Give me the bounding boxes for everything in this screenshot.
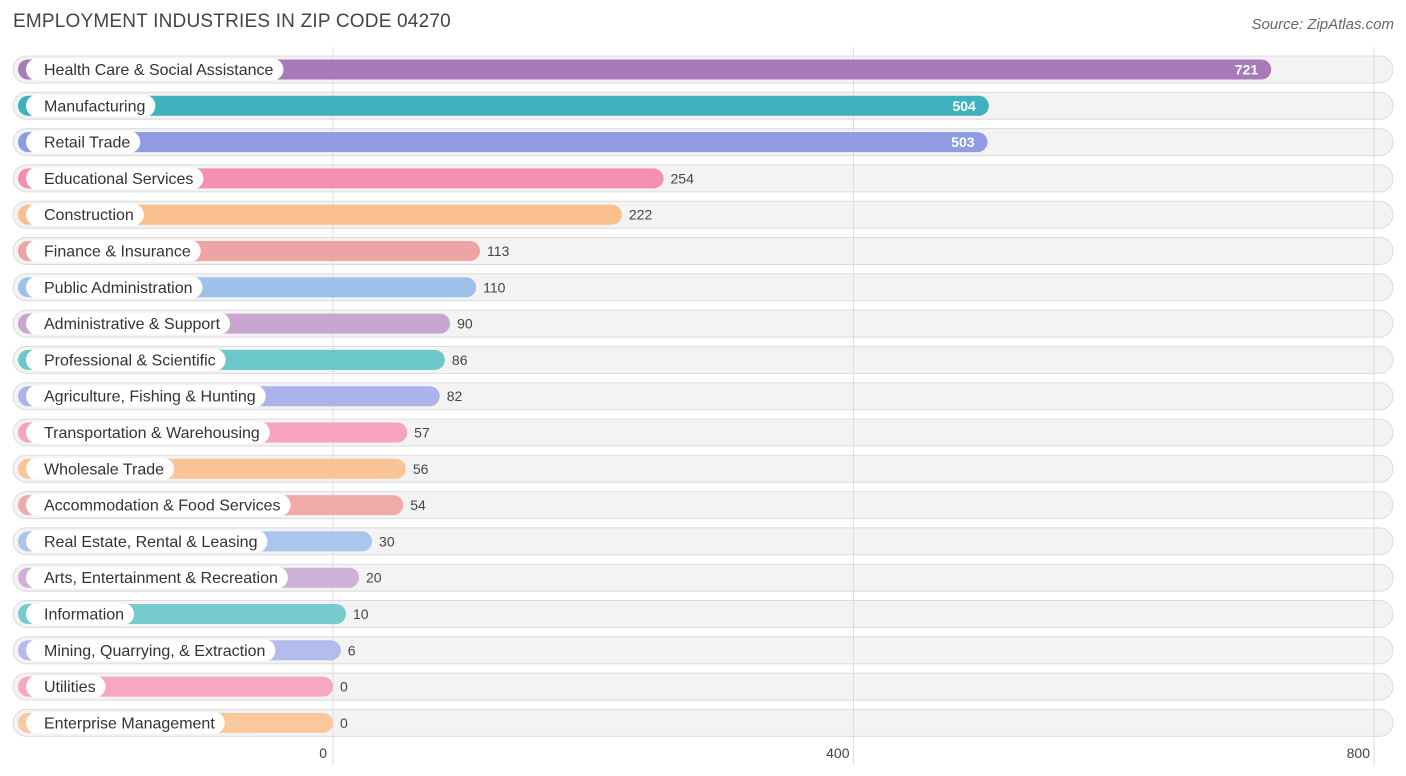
category-label: Public Administration (44, 280, 193, 297)
category-label-pill (26, 530, 268, 553)
row-background (12, 600, 1394, 628)
category-label: Construction (44, 207, 134, 224)
value-label: 113 (487, 243, 510, 259)
value-label: 56 (413, 461, 429, 477)
chart-title: EMPLOYMENT INDUSTRIES IN ZIP CODE 04270 (13, 11, 451, 32)
category-label-pill (26, 203, 144, 226)
value-label: 0 (340, 715, 348, 731)
category-label-pill (26, 167, 204, 190)
value-label: 6 (348, 642, 356, 658)
category-label-pill (26, 675, 106, 698)
value-label: 90 (457, 316, 473, 332)
category-label: Accommodation & Food Services (44, 498, 281, 515)
category-label-pill (26, 240, 201, 262)
value-label: 0 (340, 679, 348, 695)
value-label: 110 (483, 279, 506, 295)
value-label: 86 (452, 352, 468, 368)
category-label: Wholesale Trade (44, 461, 164, 478)
category-label-pill (26, 276, 203, 299)
category-label-pill (26, 94, 156, 117)
value-label: 503 (951, 134, 975, 150)
category-label: Professional & Scientific (44, 352, 216, 369)
category-label: Mining, Quarrying, & Extraction (44, 643, 265, 660)
tick-label: 800 (1347, 745, 1371, 761)
category-label-pill (26, 566, 288, 589)
category-label: Enterprise Management (44, 715, 215, 732)
tick-label: 400 (826, 745, 850, 761)
category-label: Utilities (44, 679, 96, 696)
row-background (12, 708, 1394, 737)
category-label-pill (26, 639, 276, 662)
category-label: Transportation & Warehousing (44, 425, 260, 442)
category-label: Arts, Entertainment & Recreation (44, 570, 278, 587)
value-label: 54 (410, 497, 426, 513)
category-label-pill (26, 348, 226, 371)
category-label: Health Care & Social Assistance (44, 62, 274, 79)
row-background (12, 672, 1394, 701)
category-label-pill (26, 385, 266, 408)
category-label-pill (26, 494, 291, 517)
category-label-pill (26, 457, 175, 480)
chart-source: Source: ZipAtlas.com (1251, 16, 1394, 33)
category-label: Manufacturing (44, 98, 145, 115)
category-label: Finance & Insurance (44, 244, 191, 261)
value-label: 504 (952, 98, 976, 114)
bar (18, 204, 622, 225)
category-label-pill (26, 312, 231, 335)
category-label-pill (26, 421, 270, 444)
value-label: 254 (671, 170, 695, 186)
category-label-pill (26, 58, 284, 81)
value-label: 57 (414, 425, 430, 441)
value-label: 10 (353, 606, 369, 622)
value-label: 82 (447, 388, 463, 404)
row-background (12, 636, 1394, 665)
category-label: Educational Services (44, 171, 193, 188)
tick-label: 0 (319, 745, 327, 761)
category-label-pill (26, 603, 135, 625)
category-label: Real Estate, Rental & Leasing (44, 534, 257, 551)
value-label: 20 (366, 570, 382, 586)
value-label: 30 (379, 533, 395, 549)
bar (18, 95, 989, 116)
value-label: 222 (629, 207, 653, 223)
category-label: Retail Trade (44, 135, 130, 152)
value-label: 721 (1235, 62, 1259, 78)
category-label-pill (26, 711, 225, 734)
category-label-pill (26, 131, 141, 154)
category-label: Information (44, 607, 124, 624)
bar (18, 59, 1272, 80)
bar (18, 132, 988, 153)
category-label: Agriculture, Fishing & Hunting (44, 389, 256, 406)
row-background (12, 563, 1394, 592)
category-label: Administrative & Support (44, 316, 221, 333)
